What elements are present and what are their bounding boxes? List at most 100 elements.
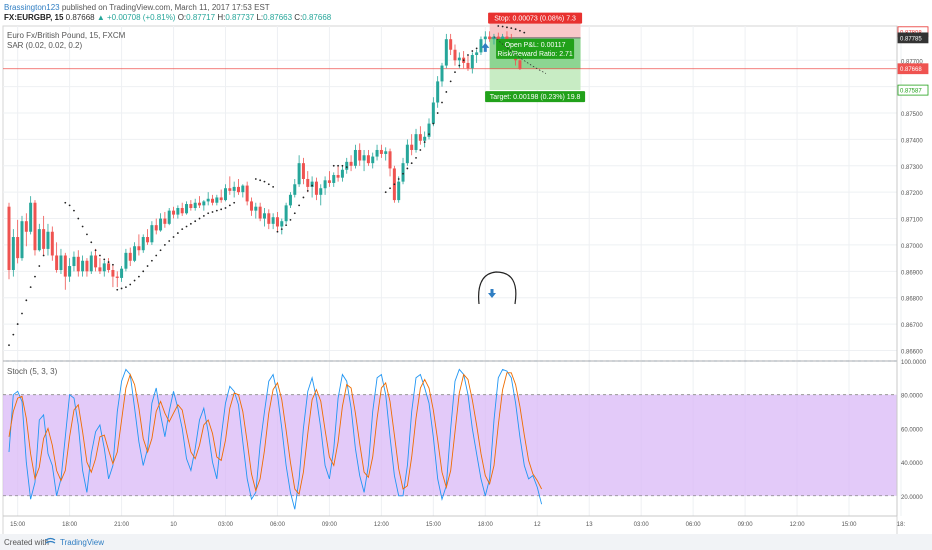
candle-body <box>423 136 427 141</box>
price-tick-label: 0.87100 <box>901 218 923 224</box>
pnl-badge-box <box>496 38 575 59</box>
sar-dot <box>146 265 149 267</box>
author-link[interactable]: Brassington123 <box>4 3 60 12</box>
sar-dot <box>38 265 41 267</box>
sar-dot <box>397 178 400 180</box>
candle-body <box>42 229 46 249</box>
candle-body <box>457 57 461 61</box>
candle-body <box>50 231 54 256</box>
candle-body <box>349 161 353 166</box>
arrow-down-icon <box>488 289 496 298</box>
candle-body <box>314 181 318 195</box>
candle-body <box>133 246 137 261</box>
candle-body <box>219 197 223 201</box>
candle-body <box>68 266 72 277</box>
candle-body <box>180 208 184 214</box>
sar-dot <box>514 28 517 31</box>
tradingview-link[interactable]: TradingView <box>60 538 105 547</box>
sar-dot <box>94 249 97 252</box>
candle-body <box>466 62 470 69</box>
stoch-panel <box>3 360 897 510</box>
candle-body <box>323 180 327 189</box>
sar-dot <box>415 156 417 159</box>
sar-dot <box>224 207 227 209</box>
sar-dot <box>306 189 309 192</box>
time-tick-label: 21:00 <box>114 522 130 528</box>
sar-dot <box>86 233 88 236</box>
sar-dot <box>189 222 192 225</box>
price-tick-label: 0.86800 <box>901 297 923 303</box>
price-tick-label: 0.87400 <box>901 138 923 144</box>
time-tick-label: 18: <box>897 522 906 528</box>
sar-dot <box>176 232 179 234</box>
time-tick-label: 09:00 <box>738 522 754 528</box>
candle-body <box>128 252 132 261</box>
sar-dot <box>389 187 391 190</box>
candle-body <box>76 256 80 272</box>
candle-body <box>332 175 336 183</box>
candle-body <box>29 202 33 232</box>
candle-body <box>345 161 349 170</box>
chart-header: Brassington123 published on TradingView.… <box>0 0 932 26</box>
stoch-tick-label: 60.0000 <box>901 427 923 433</box>
candle-body <box>245 185 249 202</box>
ohlc-high: 0.87737 <box>225 13 255 22</box>
candle-body <box>137 246 141 251</box>
legend-title: Euro Fx/British Pound, 15, FXCM <box>7 31 126 40</box>
candle-body <box>488 36 492 40</box>
sar-dot <box>345 166 348 169</box>
ohlc-close: 0.87668 <box>302 13 332 22</box>
candle-body <box>249 201 253 211</box>
ohlc-o-label: O: <box>177 13 187 22</box>
candle-body <box>163 218 167 224</box>
sar-dot <box>471 50 474 52</box>
sar-dot <box>142 270 145 273</box>
candle-body <box>262 213 266 219</box>
sar-dot <box>90 241 93 244</box>
candle-body <box>85 260 89 272</box>
sar-dot <box>280 228 283 231</box>
candle-body <box>120 268 124 278</box>
ohlc-low: 0.87663 <box>263 13 293 22</box>
candle-body <box>167 210 171 224</box>
chart-canvas[interactable]: 0.86600 0.86700 0.86800 0.86900 0.87000 0.871… <box>0 0 932 534</box>
sar-dot <box>462 59 465 62</box>
legend-sar: SAR (0.02, 0.02, 0.2) <box>7 41 82 50</box>
candle-body <box>150 225 154 243</box>
sar-dot <box>272 186 275 188</box>
sar-dot <box>254 178 257 180</box>
candle-body <box>46 231 50 249</box>
candle-body <box>198 202 202 206</box>
candle-body <box>275 217 279 227</box>
sar-dot <box>428 133 430 136</box>
price-label-box <box>897 84 929 96</box>
price-label: 0.87587 <box>900 89 922 95</box>
price-tick-label: 0.87700 <box>901 59 923 65</box>
candle-body <box>479 39 483 53</box>
candle-body <box>379 149 383 154</box>
target-badge-text: Target: 0.00198 (0.23%) 19.8 <box>490 94 581 101</box>
candle-body <box>340 169 344 178</box>
sar-dot <box>64 201 67 204</box>
sar-dot <box>497 25 500 27</box>
candle-body <box>384 151 388 154</box>
sar-dot <box>185 225 188 228</box>
candle-body <box>16 237 20 259</box>
stoch-tick-label: 100.0000 <box>901 360 927 366</box>
arrow-up-icon <box>481 42 490 52</box>
candle-body <box>410 144 414 150</box>
candle-body <box>206 198 210 202</box>
candle-body <box>236 186 240 193</box>
candle-body <box>280 221 284 227</box>
candle-body <box>388 151 392 169</box>
candle-body <box>254 206 258 211</box>
sar-dot <box>289 218 292 221</box>
symbol-label[interactable]: FX:EURGBP, 15 <box>4 13 64 22</box>
candle-body <box>258 206 262 219</box>
candle-body <box>55 255 59 270</box>
tradingview-logo-icon <box>45 537 56 544</box>
sar-dot <box>42 254 45 257</box>
last-price: 0.87668 <box>65 13 95 22</box>
price-axis: 0.86600 0.86700 0.86800 0.86900 0.87000 0.871… <box>896 26 929 516</box>
sar-dot <box>116 288 119 291</box>
